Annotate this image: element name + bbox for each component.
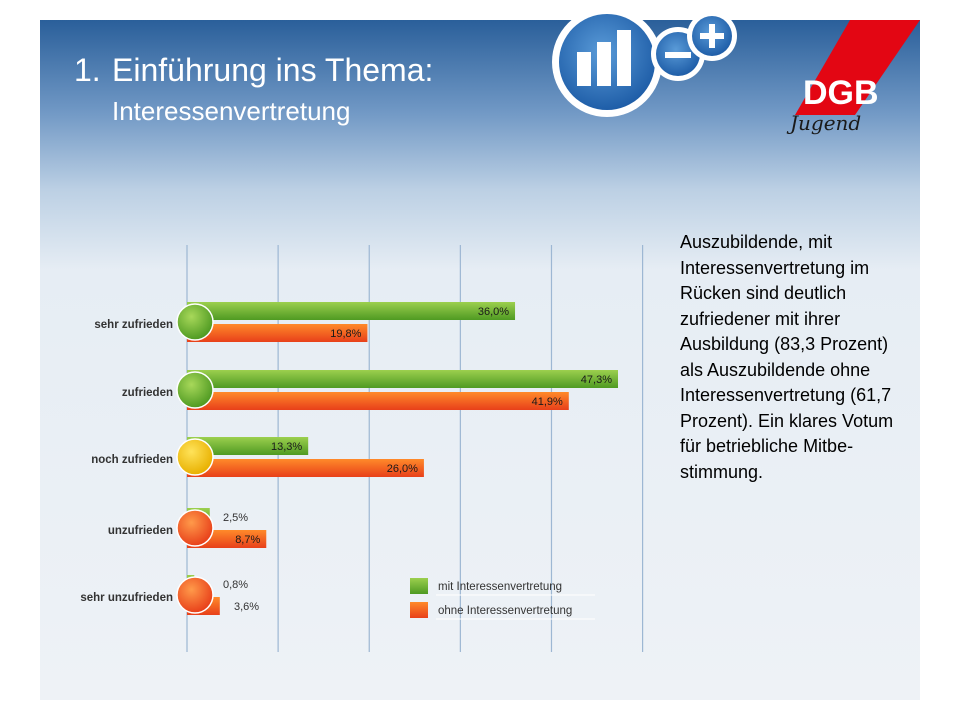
- value-label-ohne: 8,7%: [235, 534, 260, 546]
- value-label-ohne: 19,8%: [330, 328, 361, 340]
- category-marker: [176, 303, 214, 341]
- category-label: sehr unzufrieden: [80, 592, 173, 604]
- bar-ohne: [187, 459, 424, 477]
- value-label-ohne: 26,0%: [387, 463, 418, 475]
- bar-mit: [187, 302, 516, 320]
- dgb-jugend-logo: DGB Jugend: [786, 20, 920, 135]
- value-label-mit: 13,3%: [271, 441, 302, 453]
- category-marker: [176, 371, 214, 409]
- value-label-mit: 2,5%: [223, 512, 248, 524]
- value-label-mit: 47,3%: [581, 374, 612, 386]
- legend-swatch: [410, 578, 428, 594]
- category-label: zufrieden: [122, 387, 173, 399]
- category-label: sehr zufrieden: [94, 319, 173, 331]
- header-graphics: DGB Jugend: [552, 7, 920, 135]
- title-number: 1.: [74, 52, 101, 88]
- value-label-ohne: 41,9%: [532, 396, 563, 408]
- bar-mit: [187, 370, 618, 388]
- value-label-mit: 36,0%: [478, 306, 509, 318]
- bar-ohne: [187, 392, 569, 410]
- legend-label: ohne Interessenvertretung: [438, 605, 572, 617]
- value-label-mit: 0,8%: [223, 579, 248, 591]
- category-label: unzufrieden: [108, 525, 173, 537]
- value-label-ohne: 3,6%: [234, 601, 259, 613]
- legend-swatch: [410, 602, 428, 618]
- logo-text: DGB: [803, 74, 879, 112]
- category-marker: [176, 509, 214, 547]
- bar-mit: [187, 437, 309, 455]
- body-text: Auszubildende, mit Interessenvertretung …: [680, 232, 894, 482]
- logo-script: Jugend: [786, 111, 861, 135]
- legend-label: mit Interessenvertretung: [438, 581, 562, 593]
- page-title: Einführung ins Thema:: [112, 52, 434, 88]
- bar-chart-minus-plus-icon: [552, 7, 737, 117]
- category-label: noch zufrieden: [91, 454, 173, 466]
- page-subtitle: Interessenvertretung: [112, 96, 351, 126]
- category-marker: [176, 576, 214, 614]
- bar-ohne: [187, 324, 368, 342]
- category-marker: [176, 438, 214, 476]
